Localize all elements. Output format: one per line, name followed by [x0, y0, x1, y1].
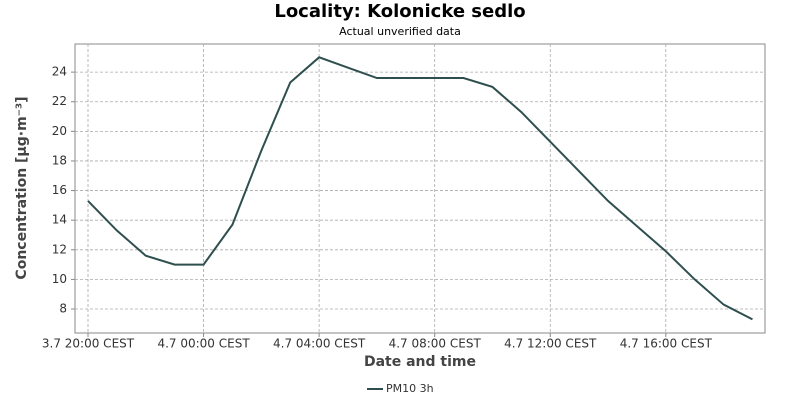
y-tick-label: 24	[52, 65, 67, 79]
y-tick-label: 18	[52, 153, 67, 167]
plot-area	[74, 43, 766, 334]
y-tick-label: 10	[52, 272, 67, 286]
x-tick-label: 4.7 04:00 CEST	[273, 337, 366, 351]
chart-title: Locality: Kolonicke sedlo	[274, 1, 525, 22]
y-tick-label: 12	[52, 242, 67, 256]
y-axis-label: Concentration [µg·m⁻³]	[14, 96, 30, 279]
y-tick-label: 16	[52, 183, 67, 197]
x-tick-label: 4.7 16:00 CEST	[620, 337, 713, 351]
x-axis-label: Date and time	[364, 354, 476, 370]
data-line	[87, 56, 753, 321]
y-tick-label: 14	[52, 213, 67, 227]
x-tick-label: 4.7 12:00 CEST	[504, 337, 597, 351]
y-tick-label: 20	[52, 124, 67, 138]
chart-subtitle: Actual unverified data	[339, 25, 461, 38]
legend-label: PM10 3h	[386, 382, 434, 395]
x-tick-label: 4.7 08:00 CEST	[389, 337, 482, 351]
x-tick-label: 3.7 20:00 CEST	[42, 337, 135, 351]
y-tick-label: 22	[52, 94, 67, 108]
x-tick-label: 4.7 00:00 CEST	[157, 337, 250, 351]
y-tick-label: 8	[59, 302, 67, 316]
